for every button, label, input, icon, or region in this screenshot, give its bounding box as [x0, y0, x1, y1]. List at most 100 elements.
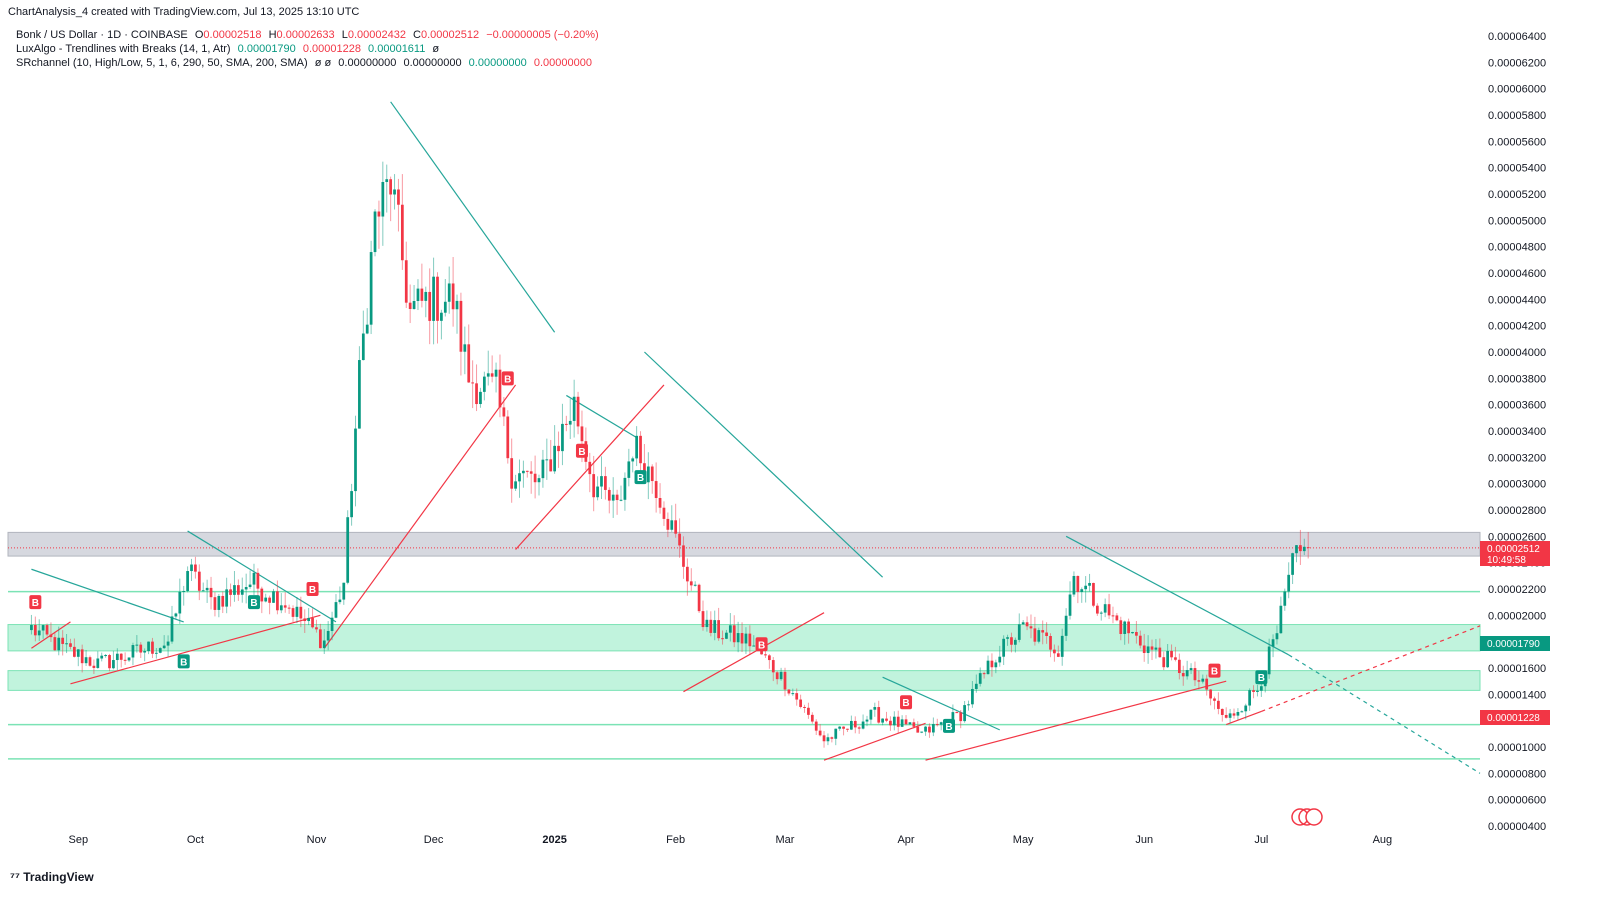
- price-tick-label: 0.00003800: [1488, 373, 1546, 385]
- close-label: C: [413, 29, 421, 41]
- candle-body: [557, 445, 560, 452]
- sell-signal-marker: [575, 443, 588, 458]
- symbol-legend[interactable]: Bonk / US Dollar · 1D · COINBASE O0.0000…: [16, 29, 603, 41]
- srchannel-value-1: 0.00000000: [338, 57, 397, 69]
- candle-body: [1025, 622, 1029, 627]
- candles[interactable]: [30, 161, 1310, 748]
- candle-body: [1299, 545, 1302, 552]
- candle-body: [279, 605, 283, 611]
- trendline-up: [925, 680, 1227, 761]
- tradingview-logo[interactable]: ⁷⁷ TradingView: [10, 870, 94, 884]
- candle-body: [623, 477, 627, 500]
- candle-body: [596, 486, 599, 498]
- candle-body: [424, 291, 428, 301]
- candle-body: [1267, 646, 1271, 675]
- candle-body: [619, 499, 623, 501]
- candle-body: [318, 629, 322, 649]
- candle-body: [92, 665, 96, 668]
- candle-body: [264, 597, 268, 602]
- candle-body: [873, 707, 877, 710]
- candle-body: [182, 591, 186, 593]
- candle-body: [666, 518, 670, 530]
- candle-body: [646, 466, 650, 483]
- buy-signal-label: B: [945, 722, 952, 733]
- price-tick-label: 0.00002600: [1488, 531, 1546, 543]
- candle-body: [236, 585, 240, 595]
- candle-body: [807, 707, 810, 715]
- candle-body: [732, 625, 736, 643]
- time-tick-label: Aug: [1373, 834, 1393, 846]
- candle-body: [654, 481, 658, 498]
- price-tick-label: 0.00000800: [1488, 768, 1546, 780]
- candle-body: [252, 572, 256, 585]
- price-tick-label: 0.00001600: [1488, 663, 1546, 675]
- candle-body: [1045, 632, 1048, 637]
- candle-body: [932, 724, 935, 733]
- candle-body: [475, 383, 478, 405]
- luxalgo-legend[interactable]: LuxAlgo - Trendlines with Breaks (14, 1,…: [16, 43, 443, 55]
- candle-body: [1072, 575, 1076, 595]
- candle-body: [846, 728, 849, 730]
- candle-body: [1181, 673, 1185, 677]
- candle-body: [564, 423, 568, 425]
- price-tick-label: 0.00006400: [1488, 31, 1546, 43]
- candle-body: [1287, 574, 1291, 592]
- candle-body: [69, 643, 72, 647]
- candle-body: [295, 606, 299, 617]
- candle-body: [939, 722, 943, 725]
- candle-body: [1166, 650, 1170, 668]
- candle-body: [1150, 646, 1154, 650]
- flag-icon[interactable]: [1291, 808, 1323, 826]
- price-tick-label: 0.00000400: [1488, 821, 1546, 833]
- srchannel-legend[interactable]: SRchannel (10, High/Low, 5, 1, 6, 290, 5…: [16, 57, 596, 69]
- candle-body: [822, 735, 826, 742]
- candle-body: [1174, 657, 1177, 660]
- price-tick-label: 0.00005000: [1488, 215, 1546, 227]
- price-tags: 0.00002512 10:49:58 0.00001790 0.0000122…: [1480, 541, 1550, 725]
- trendline-up: [683, 612, 825, 693]
- candle-body: [842, 726, 845, 729]
- candle-body: [541, 459, 545, 479]
- candle-body: [463, 344, 467, 352]
- candle-body: [576, 396, 580, 427]
- candle-body: [572, 396, 576, 421]
- srchannel-value-2: 0.00000000: [403, 57, 462, 69]
- candle-body: [197, 571, 201, 591]
- candle-body: [916, 726, 920, 733]
- price-tick-label: 0.00005600: [1488, 136, 1546, 148]
- candle-body: [810, 714, 814, 722]
- hidden-icon[interactable]: ø ø: [314, 57, 332, 69]
- candle-body: [1142, 645, 1146, 654]
- low-value: 0.00002432: [347, 29, 406, 41]
- tradingview-logo-text: TradingView: [23, 870, 94, 884]
- hidden-icon[interactable]: ø: [432, 43, 440, 55]
- candle-body: [104, 655, 107, 657]
- price-axis[interactable]: 0.00006400 0.00006200 0.00006000 0.00005800…: [1488, 31, 1546, 833]
- candle-body: [260, 588, 264, 602]
- candle-body: [338, 599, 342, 603]
- time-tick-label: May: [1013, 834, 1034, 846]
- candle-body: [686, 566, 689, 582]
- candle-body: [1131, 632, 1134, 634]
- price-tick-label: 0.00003400: [1488, 426, 1546, 438]
- candle-body: [1103, 604, 1107, 613]
- trend-upper-label: 0.00001790: [1487, 639, 1540, 650]
- buy-signal-marker: [177, 654, 190, 669]
- price-tick-label: 0.00002800: [1488, 505, 1546, 517]
- trendlines: [31, 101, 1481, 774]
- candle-body: [1076, 575, 1080, 592]
- time-axis[interactable]: Sep Oct Nov Dec 2025 Feb Mar Apr May Jun Jul Aug: [68, 834, 1392, 846]
- candle-body: [525, 470, 529, 472]
- candle-body: [1021, 622, 1025, 625]
- candle-body: [974, 683, 978, 689]
- candle-body: [682, 545, 685, 567]
- candle-body: [334, 602, 338, 618]
- ohlc-high: H0.00002633: [269, 29, 335, 41]
- candle-body: [986, 660, 990, 675]
- candle-body: [447, 283, 451, 302]
- candle-body: [869, 709, 873, 720]
- candle-body: [850, 720, 853, 730]
- candle-body: [928, 726, 931, 733]
- candle-body: [1006, 637, 1009, 639]
